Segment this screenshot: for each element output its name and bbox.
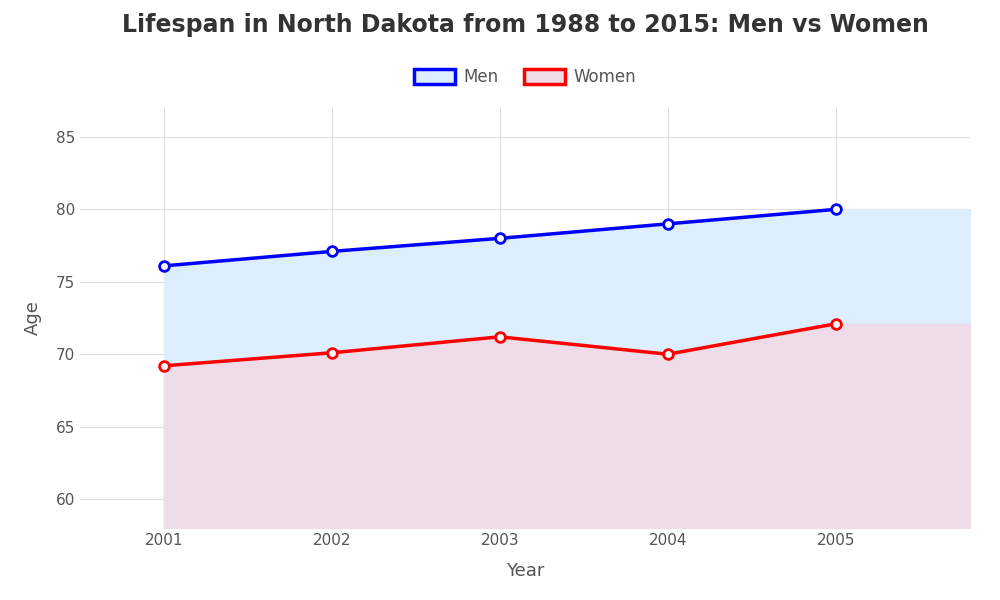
Title: Lifespan in North Dakota from 1988 to 2015: Men vs Women: Lifespan in North Dakota from 1988 to 20… [122, 13, 928, 37]
Y-axis label: Age: Age [24, 301, 42, 335]
X-axis label: Year: Year [506, 562, 544, 580]
Legend: Men, Women: Men, Women [407, 62, 643, 93]
